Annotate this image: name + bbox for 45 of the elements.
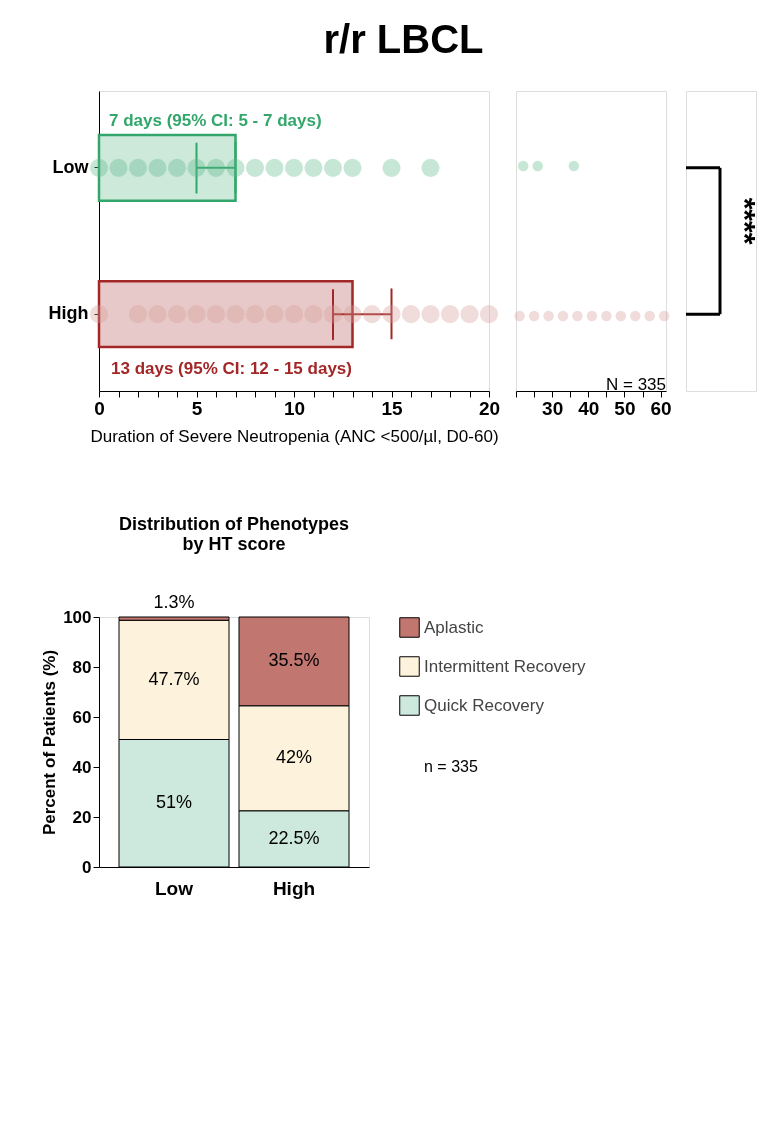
text: **** (729, 197, 762, 245)
point (528, 310, 540, 322)
legend-label: Intermittent Recovery (424, 656, 587, 676)
annotation: N = 335 (605, 375, 666, 394)
annotation: 13 days (95% CI: 12 - 15 days) (111, 359, 352, 379)
point (615, 310, 627, 322)
data-label: 51% (155, 792, 193, 813)
data-label: 22.5% (268, 827, 320, 848)
point (572, 310, 583, 322)
x-tick-label: 15 (381, 397, 403, 419)
x-tick-label: 5 (191, 397, 203, 419)
point (586, 310, 598, 322)
y-tick-label: 80 (72, 657, 92, 677)
y-tick-label: 20 (72, 807, 92, 827)
data-label: 47.7% (148, 668, 200, 689)
legend-label: Quick Recovery (424, 695, 545, 715)
x-tick-label: 10 (283, 397, 306, 419)
point (557, 310, 569, 322)
y-tick-label: High (48, 303, 89, 324)
x-tick-label: 40 (578, 397, 600, 419)
point (601, 310, 612, 322)
point (658, 310, 670, 322)
x-tick-label: 60 (650, 397, 672, 419)
data-label: 1.3% (153, 592, 195, 612)
point (630, 310, 641, 322)
y-tick-label: 0 (82, 857, 92, 877)
x-tick-label: 20 (478, 397, 501, 419)
point (543, 310, 554, 322)
y-tick-label: Low (52, 156, 90, 177)
x-tick-label: 50 (614, 397, 636, 419)
point (514, 310, 525, 322)
chart-title: r/r LBCL (323, 16, 484, 61)
chart-title: Distribution of Phenotypes by HT score (118, 514, 350, 554)
point (644, 310, 655, 322)
x-tick-label: 30 (542, 397, 564, 419)
y-tick-label: 100 (63, 607, 92, 627)
x-axis-title: Duration of Severe Neutropenia (ANC <500/µl, D0-60) (90, 426, 499, 446)
text: n = 335 (424, 758, 478, 775)
y-tick-label: 40 (72, 757, 92, 777)
legend-label: Aplastic (424, 617, 485, 637)
y-axis-title: Percent of Patients (%) (40, 649, 60, 836)
data-label: 42% (275, 747, 313, 768)
annotation: 7 days (95% CI: 5 - 7 days) (109, 110, 322, 130)
y-tick-label: 60 (72, 707, 92, 727)
data-label: 35.5% (268, 650, 320, 671)
